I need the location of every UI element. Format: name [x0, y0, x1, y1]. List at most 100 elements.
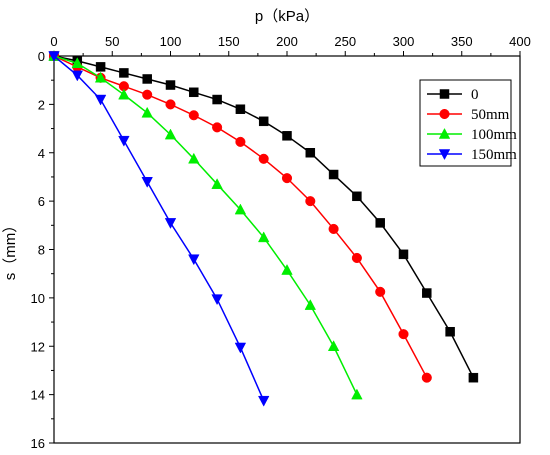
point-0-14 [375, 218, 385, 228]
y-tick-labels: 0 2 4 6 8 10 12 14 16 [31, 49, 45, 451]
point-0-4 [142, 74, 152, 84]
legend-marker-shape-0 [439, 89, 450, 99]
point-0-13 [352, 191, 362, 202]
legend-item-2: 100mm [427, 127, 517, 143]
point-0-9 [258, 116, 269, 127]
point-0-10 [282, 131, 292, 141]
point-1-12 [328, 223, 339, 234]
y-tick-label-1: 2 [38, 97, 45, 112]
legend-label-3: 150mm [471, 147, 517, 163]
series-2 [48, 49, 363, 400]
y-tick-label-0: 0 [38, 49, 45, 64]
series-group [48, 49, 479, 407]
series-line-2 [53, 55, 358, 395]
point-0-17 [445, 326, 455, 337]
point-1-11 [305, 196, 316, 207]
point-0-2 [95, 62, 106, 72]
legend: 0 50mm 100mm 150mm [419, 79, 517, 167]
point-1-16 [421, 372, 432, 383]
point-2-10 [281, 264, 293, 275]
x-tick-label-0: 0 [50, 34, 57, 49]
axis-ticks [49, 51, 521, 444]
point-2-3 [118, 88, 130, 100]
y-tick-label-8: 16 [31, 436, 45, 451]
point-1-10 [281, 173, 293, 184]
point-2-11 [304, 299, 317, 310]
point-0-16 [422, 288, 432, 298]
y-tick-label-2: 4 [38, 146, 45, 161]
x-tick-label-5: 250 [334, 34, 356, 49]
x-tick-label-3: 150 [218, 34, 240, 49]
point-3-1 [71, 70, 84, 82]
point-2-7 [211, 178, 223, 189]
x-tick-labels: 0 50 100 150 200 250 300 350 400 [50, 34, 530, 49]
point-1-9 [258, 153, 269, 164]
point-1-14 [375, 286, 386, 297]
x-tick-label-8: 400 [509, 34, 531, 49]
point-0-15 [398, 249, 409, 260]
point-0-7 [212, 94, 222, 105]
point-2-13 [351, 388, 363, 400]
point-3-3 [118, 135, 130, 147]
point-0-11 [305, 148, 316, 158]
legend-marker-3 [438, 149, 451, 161]
legend-marker-0 [439, 89, 450, 99]
legend-marker-shape-3 [438, 149, 451, 161]
point-0-6 [189, 87, 199, 98]
point-2-4 [141, 106, 153, 118]
point-2-12 [327, 340, 340, 351]
legend-label-0: 0 [471, 87, 479, 103]
y-tick-label-5: 10 [31, 291, 45, 306]
point-1-8 [235, 136, 246, 147]
y-tick-label-4: 8 [38, 243, 45, 258]
x-tick-label-4: 200 [276, 34, 298, 49]
point-1-7 [212, 122, 223, 133]
point-3-7 [211, 294, 223, 306]
series-line-3 [53, 55, 265, 401]
series-line-1 [53, 55, 428, 379]
x-tick-label-6: 300 [393, 34, 415, 49]
point-3-2 [94, 94, 107, 106]
point-2-1 [71, 57, 84, 69]
point-3-5 [164, 218, 177, 229]
legend-marker-1 [439, 108, 450, 120]
point-3-9 [257, 395, 270, 407]
legend-label-2: 100mm [471, 127, 517, 143]
x-tick-label-7: 350 [451, 34, 473, 49]
point-1-4 [142, 89, 153, 100]
point-2-2 [94, 71, 107, 83]
point-3-4 [141, 177, 153, 188]
point-2-5 [164, 128, 177, 140]
legend-item-3: 150mm [427, 147, 517, 163]
point-1-5 [165, 99, 176, 110]
series-line-0 [53, 55, 475, 379]
point-0-12 [328, 169, 339, 180]
x-axis-title: p（kPa） [255, 8, 319, 25]
legend-item-1: 50mm [427, 107, 510, 123]
point-0-8 [235, 104, 246, 114]
y-tick-label-3: 6 [38, 194, 45, 209]
point-2-6 [188, 152, 200, 164]
point-3-0 [48, 51, 60, 63]
legend-item-0: 0 [427, 87, 479, 103]
point-3-8 [234, 342, 247, 354]
series-3 [48, 51, 270, 407]
point-2-8 [234, 203, 247, 215]
y-tick-label-7: 14 [31, 388, 45, 403]
x-tick-label-2: 100 [160, 34, 182, 49]
point-1-15 [398, 329, 409, 340]
point-0-3 [119, 68, 129, 78]
legend-marker-shape-1 [439, 108, 450, 120]
point-1-6 [188, 110, 199, 121]
point-1-13 [351, 252, 362, 264]
y-axis-title: s（mm） [2, 218, 19, 281]
point-0-18 [468, 372, 479, 383]
y-tick-label-6: 12 [31, 339, 45, 354]
legend-label-1: 50mm [471, 107, 510, 123]
point-2-9 [257, 231, 270, 243]
point-0-5 [165, 80, 176, 90]
legend-marker-2 [438, 127, 451, 139]
x-tick-label-1: 50 [105, 34, 119, 49]
point-3-6 [188, 254, 200, 266]
